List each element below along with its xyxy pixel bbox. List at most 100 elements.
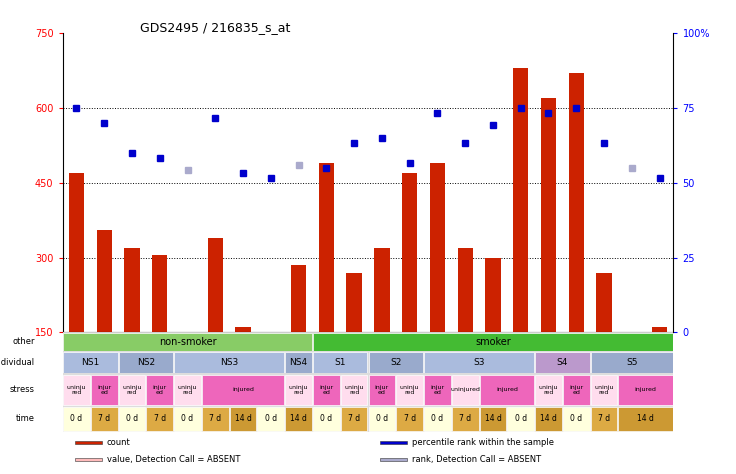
Bar: [369, 407, 395, 430]
Bar: [374, 247, 389, 332]
Text: S3: S3: [473, 358, 485, 367]
Text: 7 d: 7 d: [459, 414, 471, 423]
Bar: [286, 352, 312, 373]
Bar: [402, 173, 417, 332]
Bar: [535, 352, 590, 373]
Bar: [569, 73, 584, 332]
Text: uninju
red: uninju red: [400, 385, 420, 394]
Text: smoker: smoker: [475, 337, 511, 347]
Bar: [535, 375, 562, 405]
Text: uninju
red: uninju red: [594, 385, 614, 394]
Text: injur
ed: injur ed: [97, 385, 111, 394]
Text: 7 d: 7 d: [348, 414, 360, 423]
Text: 7 d: 7 d: [209, 414, 222, 423]
Text: uninju
red: uninju red: [67, 385, 86, 394]
Bar: [452, 375, 478, 405]
Text: 7 d: 7 d: [154, 414, 166, 423]
Bar: [208, 237, 223, 332]
Text: uninju
red: uninju red: [344, 385, 364, 394]
Bar: [91, 407, 118, 430]
Bar: [118, 407, 145, 430]
Bar: [63, 407, 90, 430]
Text: 0 d: 0 d: [182, 414, 194, 423]
Bar: [480, 407, 506, 430]
Bar: [652, 328, 668, 332]
Text: injured: injured: [232, 387, 254, 392]
Bar: [452, 407, 478, 430]
Text: NS4: NS4: [289, 358, 308, 367]
Bar: [591, 407, 618, 430]
Bar: [541, 98, 556, 332]
Bar: [124, 247, 140, 332]
Text: injur
ed: injur ed: [375, 385, 389, 394]
Bar: [230, 407, 256, 430]
Text: uninju
red: uninju red: [178, 385, 197, 394]
Text: injur
ed: injur ed: [152, 385, 167, 394]
Text: count: count: [107, 438, 130, 447]
Text: value, Detection Call = ABSENT: value, Detection Call = ABSENT: [107, 456, 240, 465]
Text: individual: individual: [0, 358, 35, 367]
Text: S2: S2: [390, 358, 401, 367]
Text: 0 d: 0 d: [431, 414, 444, 423]
Bar: [174, 375, 201, 405]
Text: percentile rank within the sample: percentile rank within the sample: [412, 438, 554, 447]
Bar: [341, 407, 367, 430]
Bar: [202, 407, 229, 430]
Bar: [202, 375, 284, 405]
Bar: [513, 68, 528, 332]
Bar: [313, 333, 673, 350]
Bar: [174, 352, 284, 373]
Text: time: time: [15, 414, 35, 423]
Bar: [596, 273, 612, 332]
Text: S5: S5: [626, 358, 637, 367]
Bar: [347, 273, 362, 332]
Bar: [485, 258, 500, 332]
Bar: [618, 375, 673, 405]
Text: 7 d: 7 d: [98, 414, 110, 423]
Bar: [63, 352, 118, 373]
Bar: [563, 407, 590, 430]
Bar: [563, 375, 590, 405]
Bar: [535, 407, 562, 430]
Bar: [146, 407, 173, 430]
Bar: [146, 375, 173, 405]
Bar: [591, 352, 673, 373]
Text: injur
ed: injur ed: [431, 385, 445, 394]
Text: rank, Detection Call = ABSENT: rank, Detection Call = ABSENT: [412, 456, 541, 465]
Bar: [75, 458, 102, 461]
Bar: [396, 407, 423, 430]
Text: non-smoker: non-smoker: [159, 337, 216, 347]
Text: injur
ed: injur ed: [569, 385, 584, 394]
Bar: [591, 375, 618, 405]
Bar: [63, 375, 90, 405]
Text: 0 d: 0 d: [265, 414, 277, 423]
Text: 7 d: 7 d: [598, 414, 610, 423]
Bar: [369, 375, 395, 405]
Bar: [258, 407, 284, 430]
Text: other: other: [13, 337, 35, 346]
Text: uninjured: uninjured: [450, 387, 480, 392]
Bar: [319, 163, 334, 332]
Bar: [152, 255, 167, 332]
Text: injured: injured: [496, 387, 517, 392]
Text: injur
ed: injur ed: [319, 385, 333, 394]
Bar: [396, 375, 423, 405]
Text: S1: S1: [334, 358, 346, 367]
Bar: [236, 328, 251, 332]
Text: 0 d: 0 d: [320, 414, 333, 423]
Text: GDS2495 / 216835_s_at: GDS2495 / 216835_s_at: [140, 21, 291, 34]
Bar: [291, 265, 306, 332]
Text: injured: injured: [634, 387, 657, 392]
Bar: [341, 375, 367, 405]
Bar: [96, 230, 112, 332]
Text: 14 d: 14 d: [540, 414, 557, 423]
Bar: [63, 333, 312, 350]
Bar: [286, 375, 312, 405]
Text: uninju
red: uninju red: [122, 385, 142, 394]
Text: stress: stress: [10, 385, 35, 394]
Text: NS2: NS2: [137, 358, 155, 367]
Bar: [424, 352, 534, 373]
Text: 0 d: 0 d: [514, 414, 527, 423]
Text: uninju
red: uninju red: [539, 385, 558, 394]
Text: 0 d: 0 d: [71, 414, 82, 423]
